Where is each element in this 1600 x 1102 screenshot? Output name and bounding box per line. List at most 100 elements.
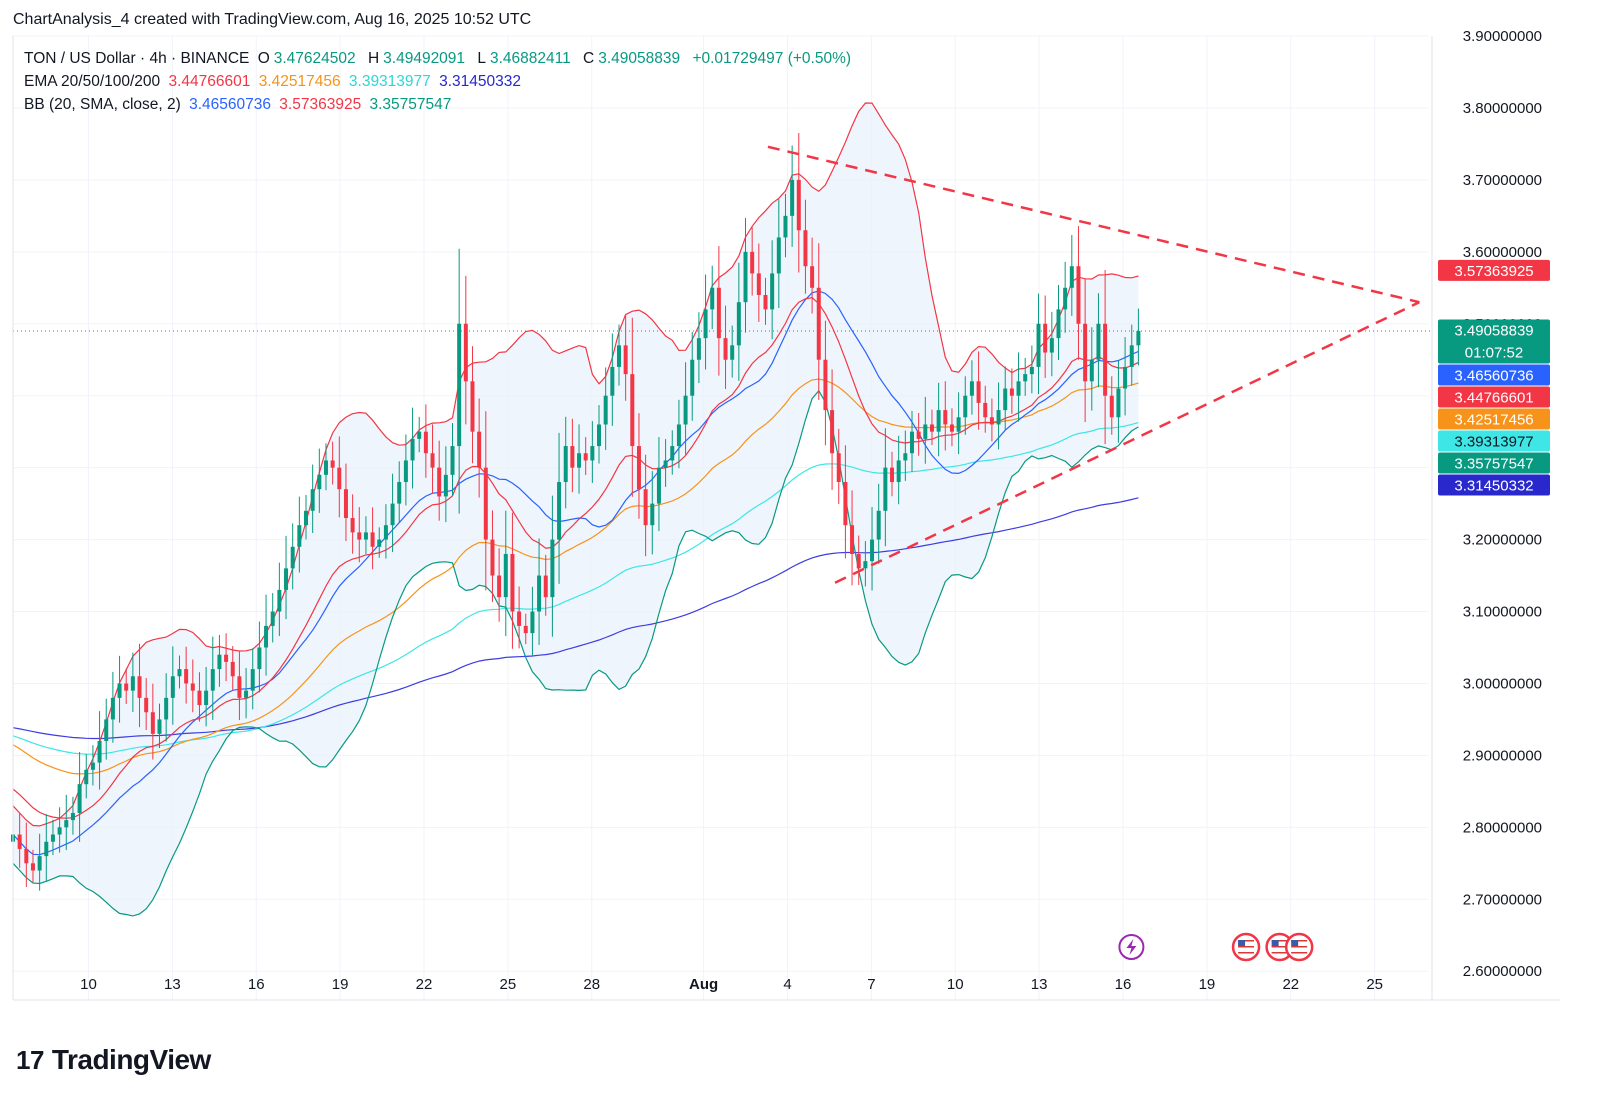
candle-body — [577, 453, 582, 468]
candle-body — [130, 676, 135, 691]
candle-body — [790, 179, 795, 216]
flag-canton — [1238, 940, 1246, 946]
legend-ema100: 3.39313977 — [348, 73, 431, 90]
candle-body — [597, 424, 602, 447]
candle-body — [523, 625, 528, 634]
candle-body — [683, 395, 688, 425]
price-tag — [1438, 430, 1550, 452]
time-axis-label: 19 — [1199, 976, 1216, 993]
candle-body — [856, 553, 861, 569]
ema-100-line — [12, 422, 1139, 755]
candle-body — [383, 525, 388, 540]
candle-body — [690, 359, 695, 396]
candle-body — [1096, 323, 1101, 360]
candle-body — [463, 323, 468, 382]
price-tag-label: 3.44766601 — [1454, 390, 1533, 407]
tradingview-wordmark: TradingView — [51, 1044, 211, 1075]
flag-stripe — [1238, 946, 1255, 948]
candle-body — [710, 287, 715, 310]
flag-stripe — [1291, 952, 1308, 954]
candle-body — [1043, 323, 1048, 353]
price-axis-label: 3.90000000 — [1463, 28, 1542, 45]
candle-body — [557, 482, 562, 540]
candle-body — [1109, 395, 1114, 418]
time-axis-label: 10 — [80, 976, 97, 993]
candle-body — [776, 237, 781, 274]
candle-body — [603, 395, 608, 425]
ema-20-line — [12, 297, 1139, 819]
legend-bb-row[interactable]: BB (20, SMA, close, 2) 3.46560736 3.5736… — [24, 93, 855, 116]
support-trendline — [834, 301, 1420, 584]
flag-stripe — [1291, 940, 1308, 942]
price-tag-label: 3.31450332 — [1454, 478, 1533, 495]
candle-body — [770, 273, 775, 310]
candle-body — [237, 676, 242, 698]
tradingview-logo[interactable]: 17 TradingView — [16, 1044, 211, 1076]
candle-body — [437, 467, 442, 497]
candle-body — [490, 539, 495, 576]
candle-body — [836, 453, 841, 483]
price-tag-label: 3.46560736 — [1454, 368, 1533, 385]
candle-body — [1023, 374, 1028, 382]
legend-open: 3.47624502 — [273, 50, 356, 67]
legend-c-label: C — [583, 50, 595, 67]
legend-low: 3.46882411 — [489, 50, 571, 67]
candle-body — [996, 410, 1001, 425]
price-axis-label: 3.80000000 — [1463, 100, 1542, 117]
price-axis-label: 2.70000000 — [1463, 891, 1542, 908]
flag-stripe — [1238, 949, 1255, 951]
candle-body — [623, 345, 628, 375]
candle-body — [177, 669, 182, 677]
flag-stripe — [1238, 943, 1255, 945]
price-axis-label: 2.60000000 — [1463, 963, 1542, 980]
candle-body — [377, 539, 382, 547]
candle-body — [417, 431, 422, 439]
candle-body — [164, 697, 169, 720]
candle-body — [170, 676, 175, 698]
candle-body — [650, 503, 655, 526]
legend-high: 3.49492091 — [383, 50, 466, 67]
time-axis-label: 10 — [947, 976, 964, 993]
legend-ema20: 3.44766601 — [168, 73, 251, 90]
time-axis-label: 25 — [1366, 976, 1383, 993]
candle-body — [830, 410, 835, 454]
candle-body — [317, 474, 322, 490]
candle-body — [297, 525, 302, 547]
legend-symbol[interactable]: TON / US Dollar · 4h · BINANCE — [24, 50, 250, 67]
bollinger-band-fill — [13, 103, 1139, 916]
legend: TON / US Dollar · 4h · BINANCE O 3.476245… — [24, 47, 855, 116]
candle-body — [323, 460, 328, 475]
candle-body — [37, 856, 42, 871]
candle-body — [44, 841, 49, 857]
legend-ohlc-row: TON / US Dollar · 4h · BINANCE O 3.476245… — [24, 47, 855, 70]
candle-body — [443, 474, 448, 497]
legend-ema-row[interactable]: EMA 20/50/100/200 3.44766601 3.42517456 … — [24, 70, 855, 93]
time-axis-label: 4 — [783, 976, 791, 993]
candle-body — [909, 431, 914, 454]
candle-body — [663, 460, 668, 468]
candle-body — [1123, 366, 1128, 389]
tradingview-mark-icon: 17 — [16, 1044, 44, 1075]
candle-body — [270, 611, 275, 626]
price-axis-label: 3.70000000 — [1463, 172, 1542, 189]
candle-body — [104, 719, 109, 742]
candle-body — [736, 302, 741, 346]
candle-body — [903, 453, 908, 461]
candle-body — [969, 381, 974, 396]
price-axis-label: 3.10000000 — [1463, 604, 1542, 621]
candle-body — [1129, 345, 1134, 367]
candle-body — [1089, 359, 1094, 382]
flag-stripe — [1271, 943, 1288, 945]
price-tag — [1438, 319, 1550, 364]
candle-body — [210, 669, 215, 691]
candle-body — [1076, 266, 1081, 324]
candle-body — [1016, 381, 1021, 396]
candle-body — [896, 460, 901, 483]
candle-body — [57, 827, 62, 835]
candle-body — [816, 287, 821, 360]
candle-body — [110, 697, 115, 720]
candle-body — [70, 812, 75, 821]
candle-body — [403, 460, 408, 483]
legend-ema200: 3.31450332 — [439, 73, 521, 90]
